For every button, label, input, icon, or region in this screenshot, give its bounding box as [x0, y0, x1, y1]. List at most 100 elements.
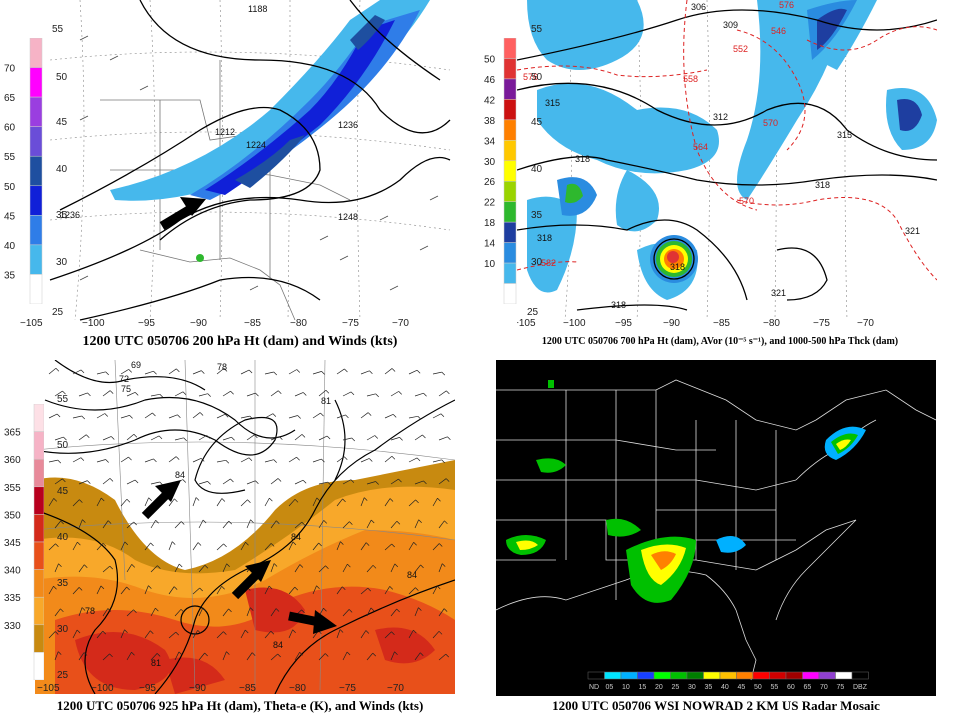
wind-barb [432, 543, 440, 551]
colorbar-label: 365 [4, 428, 21, 439]
wind-barb-flag [63, 436, 67, 441]
wind-barb [414, 564, 421, 573]
lon-label: −70 [392, 318, 409, 329]
colorbar-swatch [33, 486, 44, 515]
contour-label: 1224 [246, 140, 266, 150]
wind-barb [360, 412, 369, 419]
wind-barb [366, 652, 374, 661]
wind-barb [96, 371, 106, 375]
wind-barb-flag [202, 519, 207, 524]
wind-barb-flag [81, 415, 86, 420]
wind-barb-flag [131, 564, 136, 568]
wind-barb-flag [292, 541, 297, 546]
wind-barb-flag [226, 651, 230, 655]
lon-label: −105 [20, 318, 43, 329]
dbz-swatch [620, 671, 638, 680]
wind-barb-flag [369, 458, 373, 462]
wind-barb-flag [199, 587, 203, 592]
dbz-label: 20 [655, 684, 663, 691]
wind-barb [120, 586, 127, 595]
wind-barb-flag [396, 520, 401, 525]
wind-barb [318, 435, 328, 441]
wind-barb-flag [155, 520, 159, 524]
wind-barb-flag [439, 543, 443, 547]
wind-barb [384, 414, 394, 419]
wind-barb-flag [351, 437, 356, 442]
dbz-label: 05 [606, 684, 614, 691]
dbz-swatch [736, 671, 754, 680]
wind-barb [72, 541, 78, 551]
wind-barb-flag [396, 608, 400, 613]
wind-barb-flag [441, 371, 446, 376]
wind-barb [222, 608, 229, 617]
colorbar-label: 340 [4, 566, 21, 577]
dbz-label: 60 [787, 684, 795, 691]
wind-barb [72, 457, 82, 463]
wind-barb-flag [134, 392, 139, 396]
wind-barb [294, 564, 301, 573]
wind-barb-flag [323, 520, 328, 524]
wind-barb-flag [178, 651, 183, 656]
wind-barb [54, 478, 63, 485]
wind-barb [198, 564, 206, 573]
wind-barb-flag [415, 587, 419, 591]
contour-label: 318 [611, 300, 626, 310]
wind-barb-flag [365, 542, 370, 546]
wind-barb-flag [375, 481, 379, 485]
lon-label: −75 [342, 318, 359, 329]
lon-label: −85 [244, 318, 261, 329]
wind-barb [294, 392, 304, 397]
wind-barb [270, 390, 279, 397]
trend-arrow-925-north [141, 480, 181, 520]
wind-barb [264, 585, 270, 595]
lat-label: 50 [531, 72, 543, 83]
wind-barb [360, 370, 370, 375]
wind-barb-flag [84, 564, 88, 568]
wind-barb-flag [363, 497, 368, 501]
wind-barb [438, 478, 447, 485]
wind-barb-flag [325, 389, 330, 394]
wind-barb [222, 651, 227, 661]
colorbar-label: 335 [4, 593, 21, 604]
wind-barb-flag [124, 629, 128, 633]
wind-barb [288, 499, 296, 507]
wind-barb [198, 607, 204, 617]
wind-barb [366, 519, 372, 529]
wind-barb-flag [413, 629, 417, 634]
wind-barb [168, 586, 175, 595]
colorbar-swatch [503, 221, 517, 243]
wind-barb-flag [57, 651, 62, 655]
colorbar-swatch [33, 514, 44, 543]
colorbar-925hpa: 365 360 355 350 345 340 335 330 [0, 404, 44, 680]
wind-barb-flag [56, 413, 61, 418]
wind-barb-flag [173, 586, 178, 590]
wind-barb [336, 456, 345, 463]
colorbar-swatch [503, 99, 517, 121]
wind-barb [270, 608, 277, 617]
wind-barb [72, 499, 80, 507]
colorbar-swatch [33, 431, 44, 460]
lat-label: 40 [531, 164, 543, 175]
colorbar-swatch [503, 140, 517, 162]
wind-barb [288, 369, 297, 375]
wind-barb-flag [299, 564, 304, 568]
wind-barb [222, 390, 231, 397]
wind-barb [48, 367, 57, 375]
wind-barb-flag [157, 565, 161, 569]
wind-barb-flag [57, 459, 62, 464]
wind-barb-flag [292, 629, 296, 634]
wind-barb [48, 543, 56, 551]
colorbar-swatch [503, 160, 517, 182]
wind-barb-flag [230, 390, 234, 395]
colorbar-label: 14 [484, 239, 496, 250]
wind-barb [390, 478, 399, 485]
lat-label: 30 [56, 257, 68, 268]
thickness-label: 546 [771, 26, 786, 36]
wind-barb [126, 652, 132, 661]
wind-barb [390, 563, 396, 573]
wind-barb-flag [254, 434, 258, 439]
wind-barb [174, 563, 180, 573]
lon-label: −100 [563, 318, 586, 329]
panel-radar-mosaic: ND 05 10 15 20 25 30 35 40 45 50 55 60 65 70 75 DBZ [496, 360, 936, 696]
wind-barb [72, 369, 82, 375]
